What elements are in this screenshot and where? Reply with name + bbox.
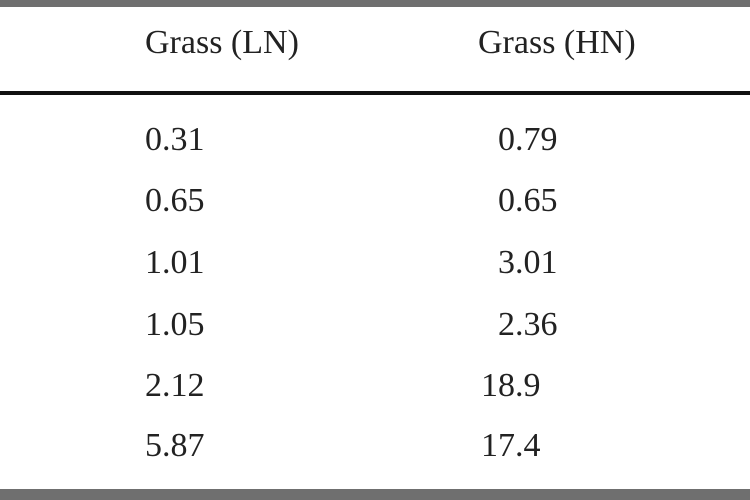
table-cell: 2.12 xyxy=(145,367,205,404)
table-cell: 17.4 xyxy=(481,427,541,464)
table-cell: 0.65 xyxy=(498,182,558,219)
table-cell: 0.79 xyxy=(498,121,558,158)
header-rule xyxy=(0,91,750,95)
table-cell: 1.05 xyxy=(145,306,205,343)
table-cell: 0.65 xyxy=(145,182,205,219)
table-cell: 1.01 xyxy=(145,244,205,281)
table-cell: 18.9 xyxy=(481,367,541,404)
column-header: Grass (HN) xyxy=(478,24,636,61)
column-header: Grass (LN) xyxy=(145,24,299,61)
top-rule xyxy=(0,0,750,7)
table-cell: 5.87 xyxy=(145,427,205,464)
table-cell: 2.36 xyxy=(498,306,558,343)
bottom-rule xyxy=(0,489,750,500)
table-body: Grass (LN) Grass (HN) 0.31 0.79 0.65 0.65 1.01… xyxy=(145,24,636,464)
table-cell: 3.01 xyxy=(498,244,558,281)
table-cell: 0.31 xyxy=(145,121,205,158)
